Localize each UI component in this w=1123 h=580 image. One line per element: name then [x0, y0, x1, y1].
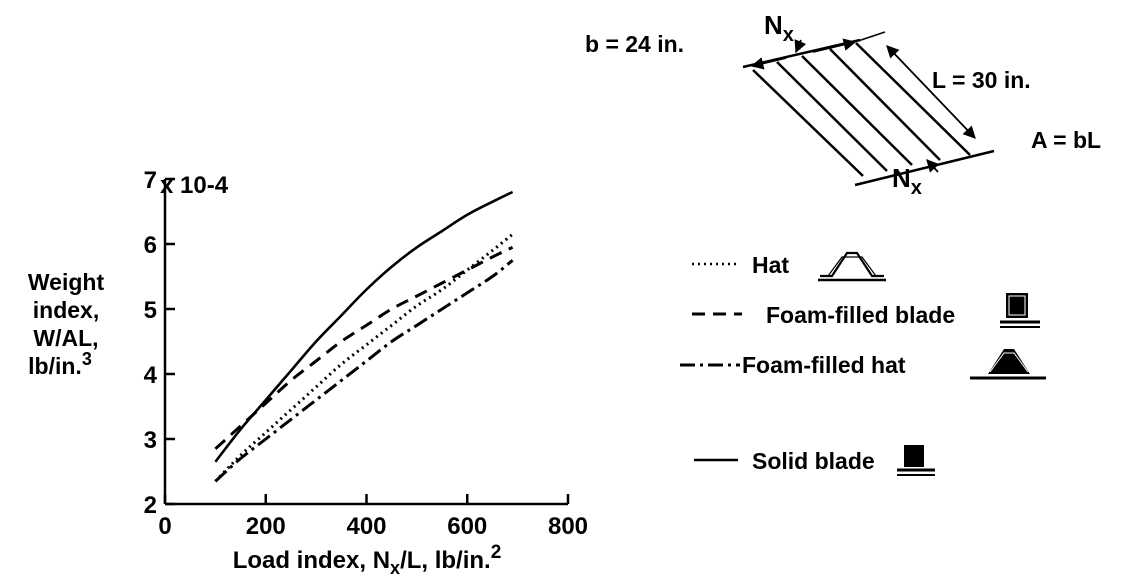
- legend-label-foam-filled-hat: Foam-filled hat: [742, 352, 906, 378]
- y-tick-label: 4: [144, 362, 158, 389]
- ylabel-line-4: lb/in.3: [28, 349, 92, 379]
- top-load-symbol: N: [764, 10, 783, 40]
- legend-item-foam-filled-blade: Foam-filled blade: [692, 293, 1040, 328]
- legend-label-foam-filled-blade: Foam-filled blade: [766, 302, 955, 328]
- y-tick-label: 2: [144, 492, 157, 519]
- y-tick-label: 7: [144, 167, 157, 194]
- foam-filled-blade-icon: [1000, 293, 1040, 328]
- ylabel-line-3: W/AL,: [33, 325, 98, 351]
- series-line-solid-blade: [214, 190, 514, 463]
- solid-blade-icon: [897, 445, 935, 476]
- y-tick-label: 5: [144, 297, 157, 324]
- hat-stiffener-icon: [818, 251, 886, 282]
- ylabel-line-1: Weight: [28, 269, 105, 295]
- x-axis-label: Load index, Nx/L, lb/in.2: [233, 542, 502, 578]
- panel-outline: [742, 38, 995, 187]
- xlabel-sub: x: [390, 558, 400, 578]
- bottom-load-arrow: [926, 159, 940, 173]
- y-axis-label: Weight index, W/AL, lb/in.3: [28, 269, 105, 379]
- bottom-load-symbol: N: [892, 163, 911, 193]
- top-load-arrow: [750, 38, 857, 70]
- xlabel-superscript: 2: [491, 542, 502, 563]
- y-multiplier: x 10-4: [160, 172, 229, 199]
- legend-label-solid-blade: Solid blade: [752, 448, 875, 474]
- x-tick-label: 400: [346, 513, 386, 540]
- legend: Hat Foam-filled blade Foam-filled hat: [680, 251, 1046, 476]
- ylabel-line-2: index,: [33, 297, 99, 323]
- xlabel-main: Load index, N: [233, 547, 390, 574]
- bottom-load-subscript: x: [911, 177, 922, 199]
- ylabel-units: lb/in.: [28, 353, 82, 379]
- bottom-load-label: Nx: [892, 163, 922, 199]
- panel-length-label: L = 30 in.: [932, 67, 1031, 93]
- panel-area-label: A = bL: [1031, 127, 1101, 153]
- line-chart: 0 200 400 600 800 2 3 4 5 6 7 x 10-4 Weight index…: [28, 167, 588, 578]
- series-layer: [214, 190, 514, 483]
- top-load-label: Nx: [764, 10, 794, 46]
- length-dimension-arrow: [857, 31, 976, 139]
- panel-width-label: b = 24 in.: [585, 31, 684, 57]
- stiffener-lines: [776, 48, 941, 172]
- x-tick-label: 800: [548, 513, 588, 540]
- top-load-subscript: x: [783, 24, 794, 46]
- axes: [163, 179, 568, 506]
- xlabel-tail: /L, lb/in.: [400, 547, 491, 574]
- foam-filled-hat-icon: [970, 349, 1046, 380]
- legend-item-solid-blade: Solid blade: [694, 445, 935, 476]
- legend-label-hat: Hat: [752, 252, 789, 278]
- legend-item-hat: Hat: [692, 251, 886, 282]
- y-ticks: 2 3 4 5 6 7: [144, 167, 175, 519]
- stiffened-panel-diagram: b = 24 in. L = 30 in. A = bL Nx Nx: [585, 10, 1101, 199]
- x-ticks: 0 200 400 600 800: [158, 494, 588, 540]
- legend-item-foam-filled-hat: Foam-filled hat: [680, 349, 1046, 380]
- series-line-foam-filled-hat: [214, 259, 514, 483]
- series-line-foam-filled-blade: [214, 245, 514, 450]
- y-tick-label: 3: [144, 427, 157, 454]
- x-tick-label: 0: [158, 513, 171, 540]
- y-tick-label: 6: [144, 232, 157, 259]
- x-tick-label: 200: [246, 513, 286, 540]
- x-tick-label: 600: [447, 513, 487, 540]
- ylabel-superscript: 3: [82, 349, 92, 369]
